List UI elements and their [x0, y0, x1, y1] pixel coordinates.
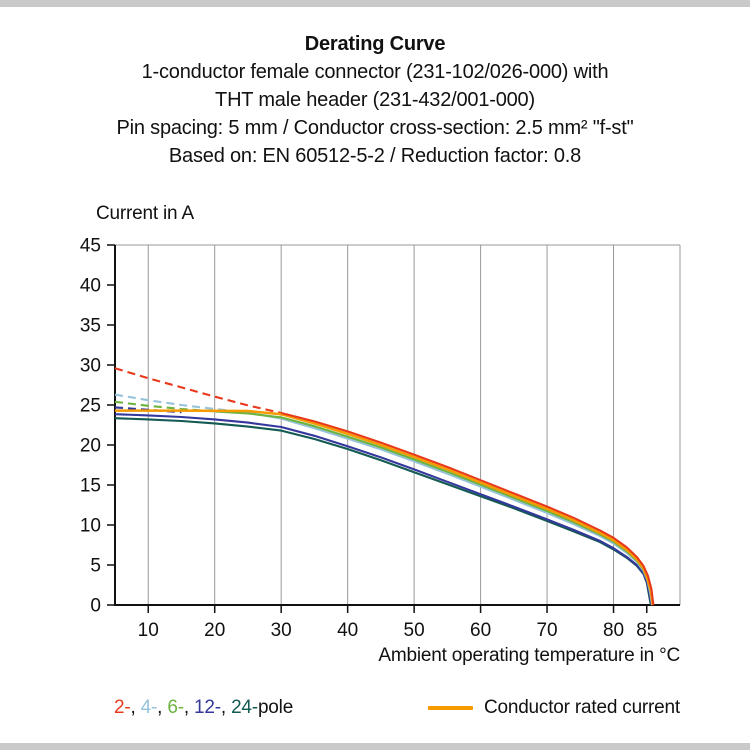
legend-pole-suffix: pole	[257, 697, 294, 718]
legend-pole-item: 12-	[194, 697, 221, 718]
y-axis-label: Current in A	[96, 203, 194, 224]
x-tick-label: 60	[470, 620, 491, 641]
subtitle-line-3: Pin spacing: 5 mm / Conductor cross-sect…	[116, 117, 634, 139]
legend-separator: ,	[220, 697, 232, 718]
legend-pole-item: 24-	[231, 697, 258, 718]
series-4-pole	[247, 411, 654, 606]
series-12-pole-extrapolated	[114, 406, 182, 414]
y-tick-label: 40	[80, 276, 101, 297]
chart-title: Derating Curve	[304, 33, 446, 55]
bottom-edge-bar	[0, 743, 750, 750]
series-24-pole	[114, 417, 652, 606]
series-6-pole-extrapolated	[114, 400, 215, 413]
y-tick-label: 0	[90, 596, 101, 617]
subtitle-line-4: Based on: EN 60512-5-2 / Reduction facto…	[168, 145, 582, 167]
pole-legend: 2-, 4-, 6-, 12-, 24-pole	[114, 697, 293, 719]
series-4-pole-extrapolated	[114, 393, 249, 414]
x-tick-label: 85	[636, 620, 657, 641]
series-2-pole-extrapolated	[114, 367, 282, 415]
y-tick-label: 10	[80, 516, 101, 537]
legend-pole-item: 4-	[140, 697, 158, 718]
conductor-legend: Conductor rated current	[427, 697, 680, 719]
legend-separator: ,	[183, 697, 195, 718]
y-tick-label: 35	[80, 316, 101, 337]
top-edge-bar	[0, 0, 750, 7]
legend-separator: ,	[157, 697, 168, 718]
y-tick-label: 30	[80, 356, 101, 377]
title-block: Derating Curve 1-conductor female connec…	[0, 30, 750, 170]
y-tick-label: 5	[90, 556, 101, 577]
x-axis-label: Ambient operating temperature in °C	[378, 645, 680, 666]
conductor-legend-line-swatch	[427, 706, 473, 710]
x-tick-label: 70	[536, 620, 557, 641]
x-tick-label: 50	[404, 620, 425, 641]
series-6-pole	[214, 410, 654, 606]
x-tick-label: 30	[271, 620, 292, 641]
y-tick-label: 15	[80, 476, 101, 497]
x-tick-label: 40	[337, 620, 358, 641]
subtitle-line-1: 1-conductor female connector (231-102/02…	[141, 61, 609, 83]
legend-pole-item: 6-	[167, 697, 184, 718]
series-2-pole	[280, 411, 655, 606]
x-tick-label: 80	[603, 620, 624, 641]
conductor-legend-label: Conductor rated current	[483, 697, 680, 718]
legend-pole-item: 2-	[114, 697, 131, 718]
x-tick-label: 10	[138, 620, 159, 641]
series-conductor-rated-current	[115, 409, 654, 606]
legend-separator: ,	[130, 697, 141, 718]
x-tick-label: 20	[204, 620, 225, 641]
subtitle-line-2: THT male header (231-432/001-000)	[215, 89, 535, 111]
y-tick-label: 25	[80, 396, 101, 417]
y-tick-label: 20	[80, 436, 101, 457]
series-12-pole	[114, 413, 653, 606]
y-tick-label: 45	[80, 236, 101, 257]
